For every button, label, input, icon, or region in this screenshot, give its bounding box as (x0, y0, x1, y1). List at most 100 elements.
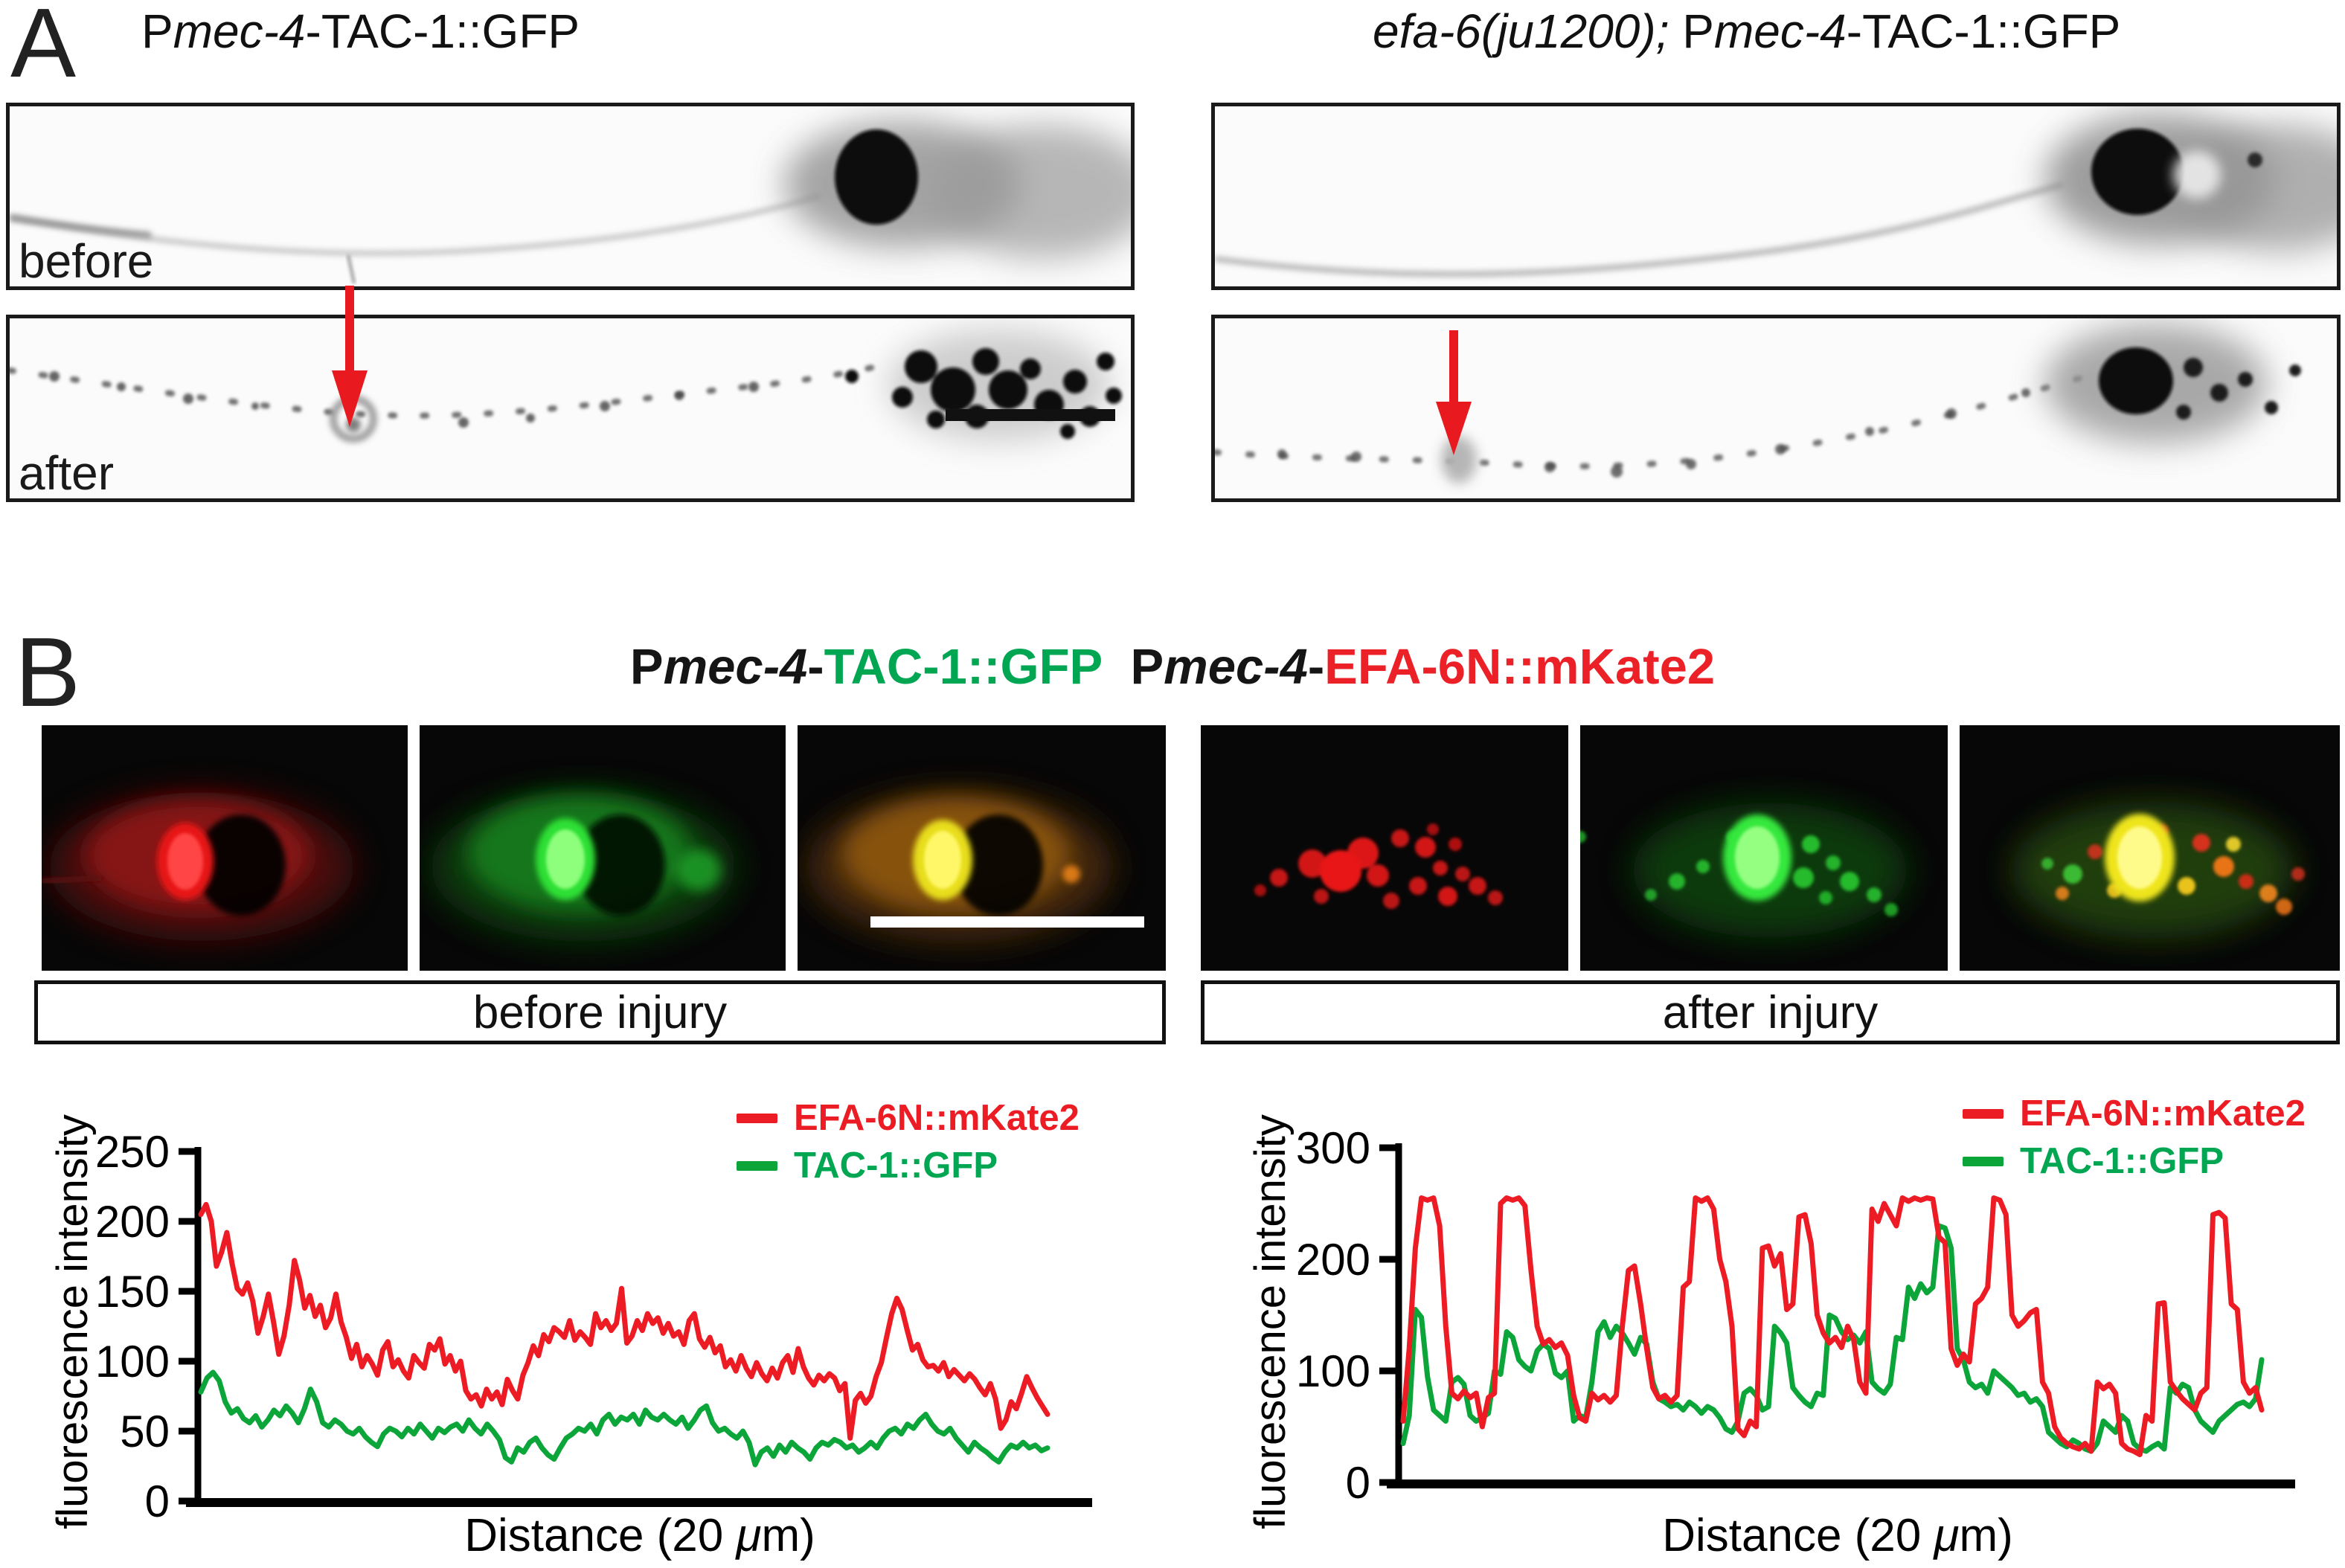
y-tick-label: 100 (95, 1337, 170, 1387)
green-side-patch (676, 849, 721, 891)
legend-label-mkate2: EFA-6N::mKate2 (2020, 1093, 2306, 1134)
ylabel-right-chart: fluorescence intensity (1246, 1114, 1295, 1529)
title-left-gene: mec-4 (173, 4, 306, 58)
orange-punctum (1062, 865, 1080, 883)
xlabel-right-post: m) (1959, 1510, 2013, 1561)
legend-left-mkate2: EFA-6N::mKate2 (737, 1099, 1080, 1137)
legend-right-mkate2: EFA-6N::mKate2 (1963, 1094, 2306, 1133)
fluo-after-red-channel (1201, 725, 1568, 971)
panel-a-title-right: efa-6(ju1200); Pmec-4-TAC-1::GFP (1373, 7, 2120, 55)
nucleus-clear-zone (2173, 151, 2221, 199)
y-tick-label: 200 (95, 1197, 170, 1247)
legend-dash-green-icon (1963, 1156, 2004, 1166)
ylabel-left-chart: fluorescence intensity (48, 1114, 97, 1529)
fluo-after-merge (1960, 725, 2340, 971)
nucleolus-dark (835, 129, 918, 225)
efa6-after-image (1215, 324, 2301, 483)
legend-dash-red-icon (737, 1113, 777, 1123)
dark-nucleus (954, 814, 1043, 916)
nucleolus-core (546, 829, 585, 889)
series-EFA-6N::mKate2 (198, 1201, 1050, 1441)
header-efa6n-mkate2: EFA-6N::mKate2 (1324, 639, 1716, 695)
legend-dash-green-icon (737, 1160, 777, 1171)
y-tick-label: 250 (95, 1127, 170, 1177)
legend-left-gfp: TAC-1::GFP (737, 1146, 998, 1185)
xlabel-left-chart: Distance (20 μm) (342, 1513, 937, 1559)
nucleolus-core (924, 831, 961, 889)
scale-bar-panel-b (870, 916, 1144, 928)
scale-bar-panel-a (946, 409, 1115, 421)
nucleolus-core (1735, 826, 1780, 889)
y-tick-label: 50 (120, 1407, 170, 1456)
header-dash1: - (807, 639, 824, 695)
injury-arrow-left (332, 286, 368, 427)
title-left-promoter-p: P (141, 4, 173, 58)
wt-before-image (10, 121, 1131, 284)
micrograph-efa6-before (1211, 103, 2341, 290)
fluo-after-green-channel (1580, 725, 1948, 971)
dark-nucleus (576, 814, 665, 916)
axon-shaft (1215, 181, 2064, 277)
xlabel-left-pre: Distance (20 (464, 1510, 737, 1561)
panel-a-title-left: Pmec-4-TAC-1::GFP (141, 7, 580, 55)
nucleolus-core (167, 833, 203, 890)
header-dash2: - (1307, 639, 1325, 695)
legend-dash-red-icon (1963, 1108, 2004, 1119)
title-right-reporter: -TAC-1::GFP (1846, 4, 2121, 58)
legend-label-gfp: TAC-1::GFP (794, 1145, 998, 1186)
fluo-before-merge (798, 725, 1166, 971)
row-label-after: after (19, 446, 115, 500)
fluo-before-green-channel (420, 725, 786, 971)
fragmented-axon (10, 364, 876, 419)
xlabel-right-mu: μ (1934, 1510, 1960, 1561)
y-tick-label: 150 (95, 1267, 170, 1317)
soma-posterior-haze (2175, 125, 2337, 251)
y-tick-label: 0 (145, 1477, 170, 1526)
xlabel-left-post: m) (761, 1510, 815, 1561)
dark-nucleus (196, 814, 286, 916)
micrograph-wt-after: after (6, 315, 1135, 502)
header-gene1: mec-4 (663, 639, 808, 695)
axon-proximal-segment (10, 215, 152, 238)
fluo-before-red-channel (42, 725, 408, 971)
legend-label-gfp: TAC-1::GFP (2020, 1140, 2224, 1181)
series-TAC-1::GFP (198, 1369, 1050, 1468)
header-gene2: mec-4 (1164, 639, 1308, 695)
axon-puncta (49, 371, 759, 428)
y-tick-label: 200 (1296, 1235, 1370, 1285)
title-right-promoter-p: P (1669, 4, 1714, 58)
xlabel-left-mu: μ (736, 1510, 762, 1561)
title-right-gene: mec-4 (1713, 4, 1847, 58)
panel-b-letter: B (15, 617, 81, 727)
title-right-allele: efa-6(ju1200); (1373, 4, 1669, 58)
nucleolus-dark (2091, 129, 2184, 215)
injury-site-bulge (1441, 436, 1477, 483)
red-puncta-cluster (1254, 823, 1503, 909)
before-injury-label-box: before injury (34, 980, 1166, 1044)
row-label-before: before (19, 234, 154, 288)
nucleolus-core (2117, 826, 2162, 889)
micrograph-wt-before: before (6, 103, 1135, 290)
legend-label-mkate2: EFA-6N::mKate2 (794, 1097, 1080, 1138)
soma-granules (2176, 358, 2301, 420)
dark-granule (2248, 152, 2262, 167)
header-promoter-p1: P (629, 639, 664, 695)
soma-posterior-haze (932, 125, 1131, 259)
xlabel-right-pre: Distance (20 (1662, 1510, 1934, 1561)
efa6-before-image (1215, 114, 2337, 277)
panel-a-letter: A (10, 0, 77, 97)
title-left-reporter: -TAC-1::GFP (305, 4, 580, 58)
series-EFA-6N::mKate2 (1400, 1195, 2265, 1457)
injury-arrow-right (1436, 330, 1472, 455)
axon-shaft (10, 193, 821, 256)
header-tac1-gfp: TAC-1::GFP (824, 639, 1103, 695)
after-injury-label-box: after injury (1201, 980, 2340, 1044)
axon-branch (346, 254, 356, 284)
nucleolus-dark (2099, 347, 2173, 414)
fragmented-axon (1215, 372, 2096, 469)
y-tick-label: 0 (1346, 1458, 1370, 1508)
after-injury-label: after injury (1662, 986, 1879, 1038)
legend-right-gfp: TAC-1::GFP (1963, 1142, 2224, 1180)
